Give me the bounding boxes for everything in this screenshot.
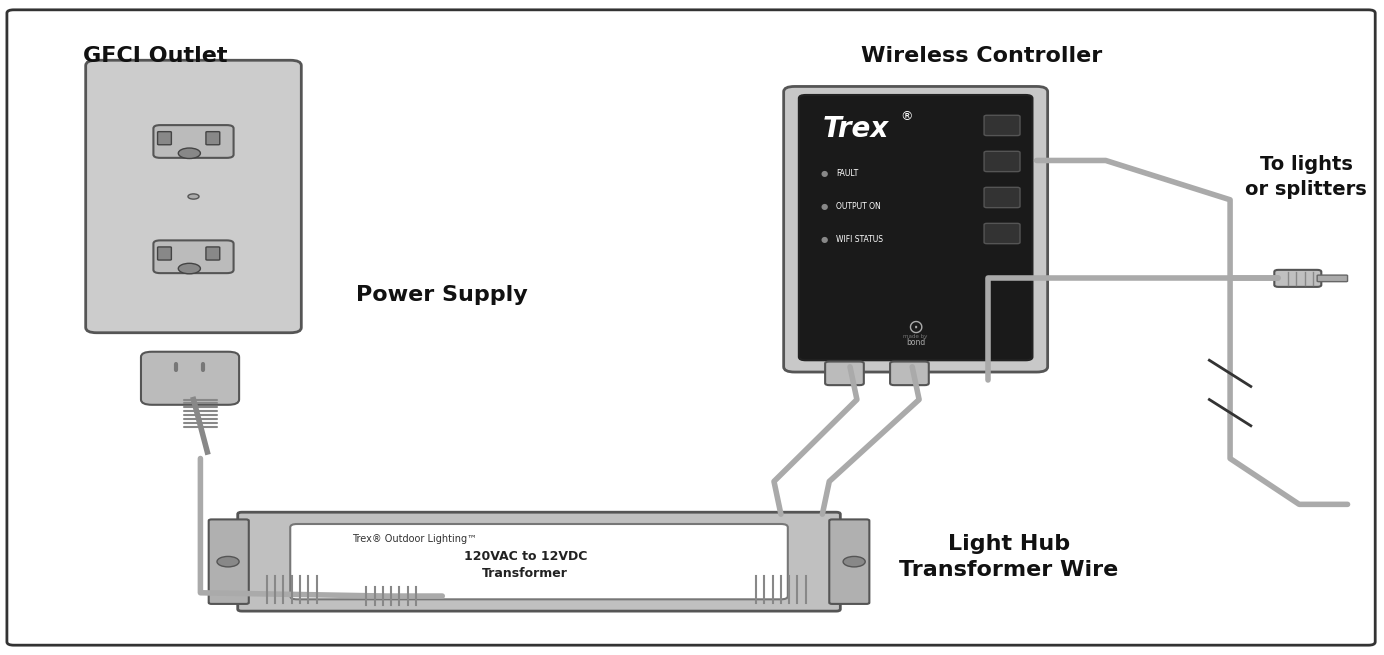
Text: made by: made by <box>904 333 927 339</box>
FancyBboxPatch shape <box>86 60 302 333</box>
FancyBboxPatch shape <box>158 247 172 260</box>
Text: FAULT: FAULT <box>836 169 858 178</box>
FancyBboxPatch shape <box>984 223 1020 244</box>
Text: To lights
or splitters: To lights or splitters <box>1246 155 1367 199</box>
Circle shape <box>179 263 201 274</box>
FancyBboxPatch shape <box>984 151 1020 172</box>
FancyBboxPatch shape <box>783 86 1048 372</box>
Text: WIFI STATUS: WIFI STATUS <box>836 234 883 244</box>
Text: Wireless Controller: Wireless Controller <box>861 46 1102 66</box>
Text: ●: ● <box>821 202 828 211</box>
Text: ⊙: ⊙ <box>908 318 925 337</box>
FancyBboxPatch shape <box>206 247 220 260</box>
FancyBboxPatch shape <box>1275 270 1322 287</box>
Text: ®: ® <box>900 110 912 123</box>
FancyBboxPatch shape <box>984 115 1020 136</box>
Text: Trex: Trex <box>822 115 889 143</box>
Circle shape <box>217 557 239 567</box>
Text: GFCI Outlet: GFCI Outlet <box>83 46 227 66</box>
FancyBboxPatch shape <box>154 240 234 273</box>
FancyBboxPatch shape <box>7 10 1376 645</box>
FancyBboxPatch shape <box>829 519 869 604</box>
FancyBboxPatch shape <box>209 519 249 604</box>
FancyBboxPatch shape <box>291 524 787 599</box>
FancyBboxPatch shape <box>154 125 234 158</box>
Circle shape <box>179 148 201 159</box>
FancyBboxPatch shape <box>890 362 929 385</box>
Text: Trex® Outdoor Lighting™: Trex® Outdoor Lighting™ <box>353 534 477 544</box>
FancyBboxPatch shape <box>799 95 1032 360</box>
Text: ●: ● <box>821 234 828 244</box>
Text: OUTPUT ON: OUTPUT ON <box>836 202 882 211</box>
FancyBboxPatch shape <box>141 352 239 405</box>
Text: bond: bond <box>907 338 926 347</box>
Circle shape <box>188 194 199 199</box>
FancyBboxPatch shape <box>825 362 864 385</box>
FancyBboxPatch shape <box>238 512 840 611</box>
Circle shape <box>843 557 865 567</box>
Text: Power Supply: Power Supply <box>357 285 529 305</box>
FancyBboxPatch shape <box>206 132 220 145</box>
FancyBboxPatch shape <box>158 132 172 145</box>
FancyBboxPatch shape <box>984 187 1020 208</box>
Text: 120VAC to 12VDC
Transformer: 120VAC to 12VDC Transformer <box>464 550 587 580</box>
Text: ●: ● <box>821 169 828 178</box>
FancyBboxPatch shape <box>1318 275 1348 282</box>
Text: Light Hub
Transformer Wire: Light Hub Transformer Wire <box>900 534 1118 580</box>
